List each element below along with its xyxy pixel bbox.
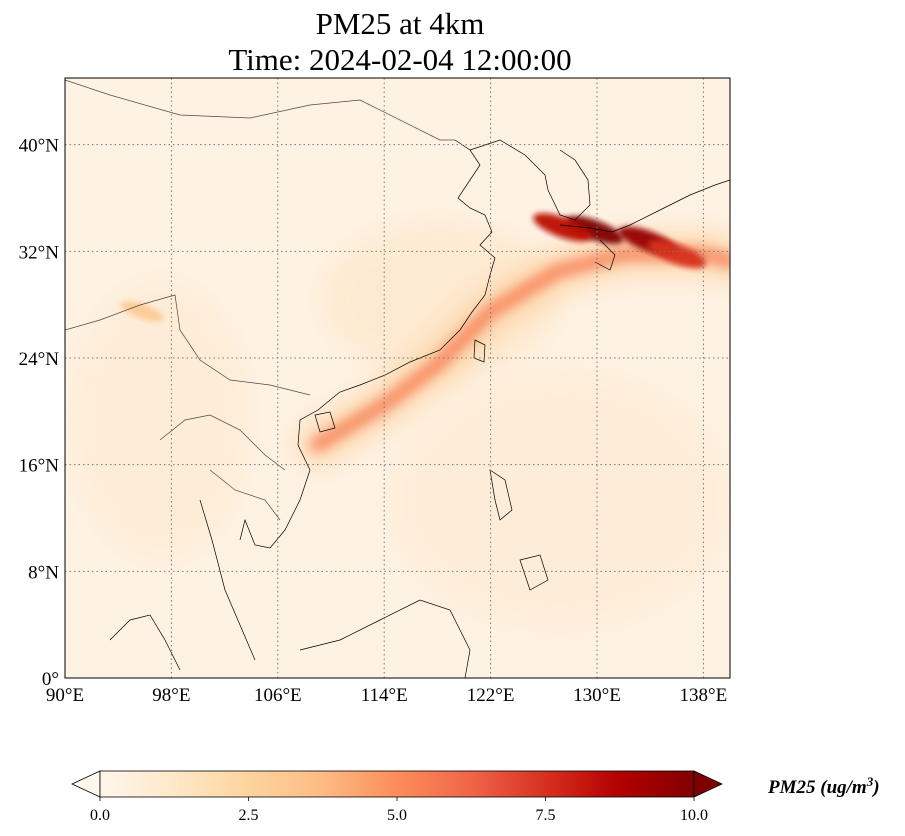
lon-tick-label: 138°E <box>680 685 728 706</box>
lon-tick-label: 130°E <box>573 685 621 706</box>
colorbar-tick-label: 0.0 <box>90 807 110 824</box>
lon-tick-label: 106°E <box>254 685 302 706</box>
hotspot-2 <box>533 213 592 242</box>
colorbar-tick-label: 5.0 <box>387 807 407 824</box>
lon-tick-label: 98°E <box>152 685 190 706</box>
lat-tick-label: 40°N <box>19 136 60 157</box>
colorbar-ticks: 0.0 2.5 5.0 7.5 10.0 <box>90 797 708 824</box>
latitude-tick-labels: 0° 8°N 16°N 24°N 32°N 40°N <box>19 136 60 690</box>
longitude-tick-labels: 90°E 98°E 106°E 114°E 122°E 130°E 138°E <box>46 685 727 706</box>
colorbar-label: PM25 (ug/m3) <box>767 774 880 799</box>
hotspot-1 <box>565 215 624 245</box>
lat-tick-label: 16°N <box>19 456 60 477</box>
concentration-field <box>70 213 730 630</box>
colorbar: 0.0 2.5 5.0 7.5 10.0 PM25 (ug/m3) <box>71 770 880 824</box>
gridlines <box>65 78 730 678</box>
hotspot-5 <box>120 301 164 322</box>
colorbar-gradient <box>100 771 694 797</box>
lat-tick-label: 32°N <box>19 242 60 263</box>
plot-subtitle: Time: 2024-02-04 12:00:00 <box>228 42 572 77</box>
lat-tick-label: 24°N <box>19 349 60 370</box>
colorbar-tick-label: 10.0 <box>680 807 708 824</box>
plot-title: PM25 at 4km <box>315 6 485 41</box>
colorbar-tick-label: 7.5 <box>536 807 556 824</box>
colorbar-extend-min <box>71 770 101 798</box>
colorbar-extend-max <box>693 770 723 798</box>
map-frame <box>64 77 731 679</box>
hotspot-4 <box>647 239 706 269</box>
lat-tick-label: 8°N <box>28 562 59 583</box>
coastlines <box>65 79 730 678</box>
lon-tick-label: 122°E <box>467 685 515 706</box>
colorbar-tick-label: 2.5 <box>239 807 259 824</box>
lon-tick-label: 114°E <box>361 685 408 706</box>
lat-tick-label: 0° <box>42 669 59 690</box>
lon-tick-label: 90°E <box>46 685 84 706</box>
